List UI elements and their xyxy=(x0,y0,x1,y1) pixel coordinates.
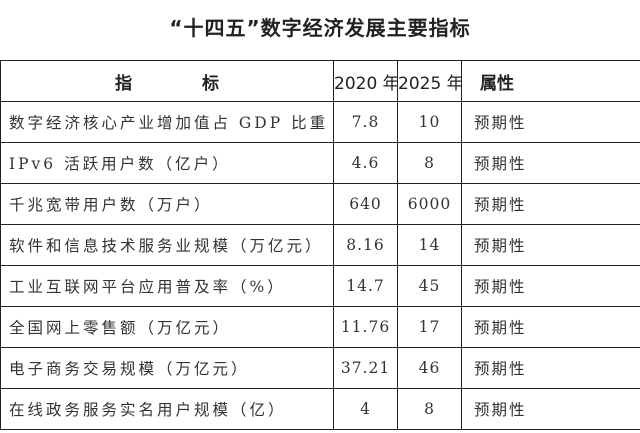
header-indicator-part1: 指 xyxy=(115,73,132,94)
value-2020-cell: 640 xyxy=(333,183,398,225)
header-2020: 2020 年 xyxy=(333,60,398,102)
attribute-cell: 预期性 xyxy=(461,388,640,430)
attribute-cell: 预期性 xyxy=(461,101,640,143)
value-2025-cell: 46 xyxy=(397,347,462,389)
header-indicator: 指标 xyxy=(0,60,334,102)
indicator-cell: 数字经济核心产业增加值占 GDP 比重（%） xyxy=(0,101,334,143)
attribute-cell: 预期性 xyxy=(461,347,640,389)
header-2025: 2025 年 xyxy=(397,60,462,102)
attribute-cell: 预期性 xyxy=(461,224,640,266)
table-row: IPv6 活跃用户数（亿户） 4.6 8 预期性 xyxy=(0,142,640,184)
value-2025-cell: 14 xyxy=(397,224,462,266)
table-row: 在线政务服务实名用户规模（亿） 4 8 预期性 xyxy=(0,388,640,430)
table-row: 千兆宽带用户数（万户） 640 6000 预期性 xyxy=(0,183,640,225)
table-row: 软件和信息技术服务业规模（万亿元） 8.16 14 预期性 xyxy=(0,224,640,266)
indicator-cell: 千兆宽带用户数（万户） xyxy=(0,183,334,225)
value-2025-cell: 17 xyxy=(397,306,462,348)
value-2025-cell: 8 xyxy=(397,142,462,184)
value-2020-cell: 7.8 xyxy=(333,101,398,143)
table-header-row: 指标 2020 年 2025 年 属性 xyxy=(0,60,640,102)
value-2020-cell: 14.7 xyxy=(333,265,398,307)
page-title: “十四五”数字经济发展主要指标 xyxy=(169,16,471,40)
value-2025-cell: 6000 xyxy=(397,183,462,225)
table-row: 全国网上零售额（万亿元） 11.76 17 预期性 xyxy=(0,306,640,348)
indicator-cell: 电子商务交易规模（万亿元） xyxy=(0,347,334,389)
indicator-cell: IPv6 活跃用户数（亿户） xyxy=(0,142,334,184)
table-row: 电子商务交易规模（万亿元） 37.21 46 预期性 xyxy=(0,347,640,389)
indicator-cell: 在线政务服务实名用户规模（亿） xyxy=(0,388,334,430)
value-2025-cell: 45 xyxy=(397,265,462,307)
value-2020-cell: 8.16 xyxy=(333,224,398,266)
header-attribute: 属性 xyxy=(461,60,640,102)
table-row: 工业互联网平台应用普及率（%） 14.7 45 预期性 xyxy=(0,265,640,307)
value-2025-cell: 8 xyxy=(397,388,462,430)
indicator-cell: 工业互联网平台应用普及率（%） xyxy=(0,265,334,307)
indicator-cell: 全国网上零售额（万亿元） xyxy=(0,306,334,348)
attribute-cell: 预期性 xyxy=(461,265,640,307)
header-indicator-part2: 标 xyxy=(202,73,219,94)
value-2020-cell: 4.6 xyxy=(333,142,398,184)
value-2025-cell: 10 xyxy=(397,101,462,143)
attribute-cell: 预期性 xyxy=(461,142,640,184)
attribute-cell: 预期性 xyxy=(461,183,640,225)
indicator-cell: 软件和信息技术服务业规模（万亿元） xyxy=(0,224,334,266)
value-2020-cell: 11.76 xyxy=(333,306,398,348)
value-2020-cell: 4 xyxy=(333,388,398,430)
value-2020-cell: 37.21 xyxy=(333,347,398,389)
indicators-table: 指标 2020 年 2025 年 属性 数字经济核心产业增加值占 GDP 比重（… xyxy=(0,60,640,430)
attribute-cell: 预期性 xyxy=(461,306,640,348)
